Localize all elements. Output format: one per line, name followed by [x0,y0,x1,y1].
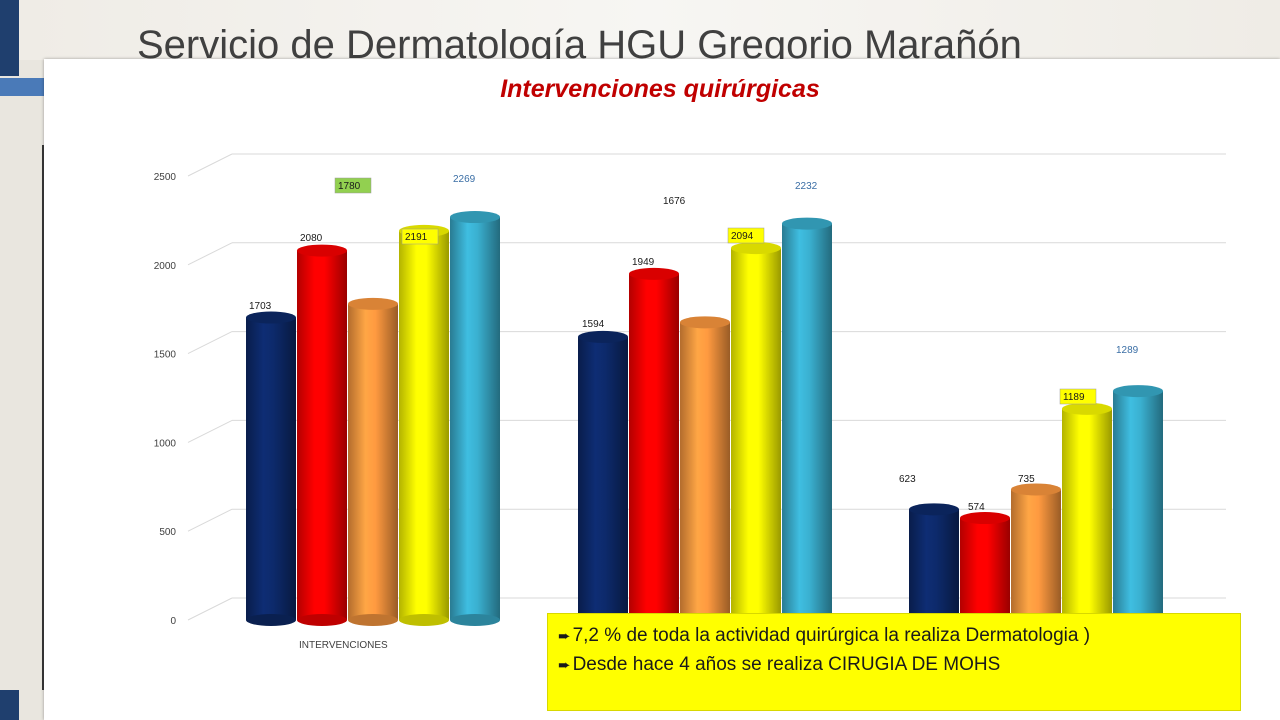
arrow-bullet-icon: ➨ [558,657,571,674]
bar-top [578,330,628,343]
note-line-2: ➨ Desde hace 4 años se realiza CIRUGIA DE… [558,651,1230,680]
note-text-1: 7,2 % de toda la actividad quirúrgica la… [572,625,1091,646]
bar [680,322,730,620]
bar-top [782,217,832,230]
bar-top [297,244,347,257]
note-text-2: Desde hace 4 años se realiza CIRUGIA DE … [572,654,1001,675]
note-box: ➨ 7,2 % de toda la actividad quirúrgica l… [547,613,1241,711]
bar-base [348,614,398,626]
note-line-1: ➨ 7,2 % de toda la actividad quirúrgica l… [558,622,1230,651]
panel-left-border [42,145,44,690]
chart-title: Intervenciones quirúrgicas [500,75,820,103]
bar-top [450,211,500,224]
gridline-side [187,153,233,177]
data-label-box [401,228,439,245]
bar-top [909,503,959,516]
bar [782,223,832,620]
data-label: 2191 [405,232,428,243]
data-label: 735 [1018,474,1035,485]
bar [629,273,679,620]
data-label: 1289 [1116,345,1139,356]
data-label: 623 [899,474,916,485]
bar [1062,408,1112,620]
data-label: 1676 [663,196,686,207]
bar [246,317,296,620]
bar-base [246,614,296,626]
data-label-box [727,227,765,244]
bar-base [450,614,500,626]
data-label: 574 [968,502,985,513]
bar-top [680,316,730,329]
y-tick-label: 2500 [154,172,177,183]
bar-top [1062,402,1112,415]
data-label: 2094 [731,231,754,242]
bar-top [731,242,781,255]
title-band [19,0,1280,60]
bar [960,518,1010,620]
left-accent-bar [0,0,19,76]
bar [297,250,347,621]
data-label: 1780 [338,181,361,192]
bar-base [399,614,449,626]
data-label: 2080 [300,233,323,244]
left-accent-tab [0,78,44,96]
bar [399,230,449,620]
data-label: 1594 [582,319,605,330]
left-decorative-strip [0,0,44,720]
gridline-side [187,419,233,443]
data-label: 2232 [795,181,818,192]
gridline-side [187,331,233,355]
bar [1113,391,1163,620]
bar [909,509,959,620]
data-label-box [334,177,372,194]
gridline-side [187,508,233,532]
bar [731,248,781,621]
bar-top [348,297,398,310]
gridline-side [187,597,233,621]
data-label-box [1059,388,1097,405]
left-accent-bar-bottom [0,690,19,720]
bar-top [629,267,679,280]
bar-top [246,311,296,324]
gridline-side [187,242,233,266]
data-label: 1703 [249,301,272,312]
bar-top [1011,483,1061,496]
data-label: 1949 [632,257,655,268]
bar [578,336,628,620]
bar-top [1113,385,1163,398]
data-label: 1189 [1063,392,1085,403]
page-title: Servicio de Dermatología HGU Gregorio Ma… [137,23,1022,60]
y-tick-label: 1500 [154,350,177,361]
bar [348,303,398,620]
arrow-bullet-icon: ➨ [558,628,571,645]
bar [1011,489,1061,620]
y-tick-label: 1000 [154,438,177,449]
y-tick-label: 500 [159,527,176,538]
data-label: 2269 [453,174,476,185]
x-tick-label: INTERVENCIONES [299,640,388,651]
y-tick-label: 0 [170,616,176,627]
bar-top [960,512,1010,525]
bar [450,217,500,620]
y-tick-label: 2000 [154,261,177,272]
bar-base [297,614,347,626]
